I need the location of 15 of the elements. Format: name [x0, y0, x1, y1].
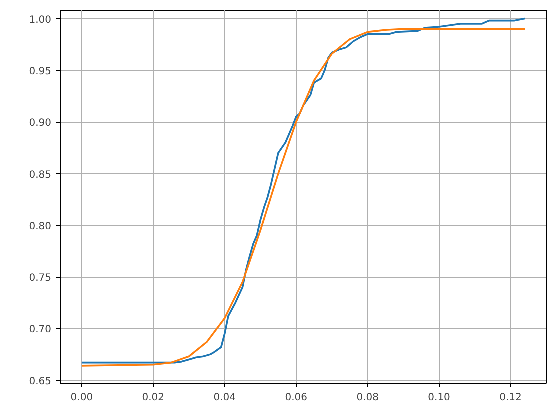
y-tick-label: 0.80: [29, 221, 52, 232]
y-tick-label: 0.75: [29, 273, 52, 284]
y-tick-label: 0.70: [29, 324, 52, 336]
y-tick-label: 0.65: [29, 376, 52, 388]
x-tick-label: 0.08: [356, 392, 379, 404]
y-tick-label: 1.00: [29, 14, 52, 26]
x-tick-label: 0.02: [142, 392, 165, 404]
y-tick-label: 0.85: [29, 170, 52, 181]
x-tick-label: 0.04: [214, 392, 236, 404]
x-tick-label: 0.00: [70, 392, 94, 404]
y-tick-label: 0.90: [29, 118, 52, 130]
x-tick-label: 0.06: [285, 392, 308, 404]
y-tick-label: 0.95: [29, 66, 52, 78]
x-tick-label: 0.10: [428, 392, 450, 404]
x-tick-label: 0.12: [500, 392, 522, 404]
